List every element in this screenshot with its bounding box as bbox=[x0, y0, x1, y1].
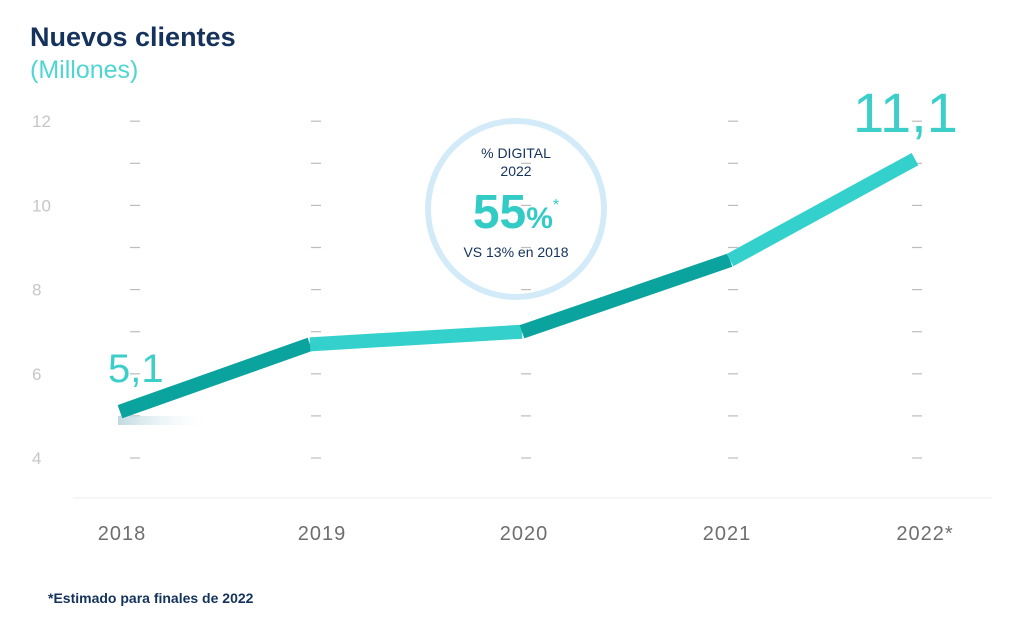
y-tick-label: 12 bbox=[32, 112, 51, 131]
footnote: *Estimado para finales de 2022 bbox=[48, 590, 254, 606]
badge-line1: % DIGITAL bbox=[481, 145, 551, 161]
badge-line2: 2022 bbox=[500, 163, 531, 179]
badge-value: 55 bbox=[473, 186, 526, 239]
x-tick-label: 2021 bbox=[703, 523, 752, 545]
y-tick-label: 10 bbox=[32, 196, 51, 215]
grid-dashes bbox=[130, 120, 922, 459]
y-tick-label: 8 bbox=[32, 281, 41, 300]
series-segment bbox=[726, 152, 919, 267]
x-tick-label: 2019 bbox=[298, 523, 347, 545]
badge-ring bbox=[425, 118, 607, 300]
y-tick-label: 4 bbox=[32, 449, 41, 468]
y-axis: 4 6 8 10 12 bbox=[32, 112, 51, 468]
chart-title: Nuevos clientes bbox=[30, 22, 236, 52]
line-segments bbox=[117, 152, 919, 419]
chart-subtitle: (Millones) bbox=[30, 56, 139, 84]
y-tick-label: 6 bbox=[32, 365, 41, 384]
start-value-label: 5,1 bbox=[108, 347, 164, 391]
digital-badge: % DIGITAL 2022 55%* VS 13% en 2018 bbox=[425, 118, 607, 300]
badge-unit: % bbox=[526, 202, 553, 235]
badge-comparison: VS 13% en 2018 bbox=[463, 244, 568, 260]
x-axis: 2018 2019 2020 2021 2022* bbox=[98, 523, 953, 545]
badge-asterisk: * bbox=[553, 197, 559, 214]
series-segment bbox=[519, 253, 733, 339]
x-tick-label: 2022* bbox=[896, 523, 953, 545]
end-value-label: 11,1 bbox=[853, 81, 958, 144]
x-tick-label: 2018 bbox=[98, 523, 147, 545]
series-segment bbox=[117, 337, 313, 419]
x-tick-label: 2020 bbox=[500, 523, 549, 545]
start-shadow bbox=[118, 416, 213, 425]
badge-value-group: 55%* bbox=[473, 186, 559, 239]
series-segment bbox=[309, 324, 523, 352]
